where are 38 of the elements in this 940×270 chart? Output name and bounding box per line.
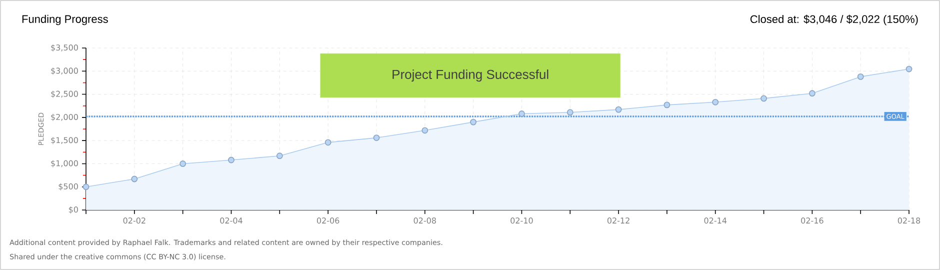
y-tick-label: $0: [68, 206, 78, 214]
x-tick-label: 02-02: [123, 218, 146, 224]
point: [566, 109, 574, 116]
point: [373, 134, 380, 141]
point: [131, 176, 138, 182]
point: [712, 98, 719, 106]
point: [664, 102, 670, 108]
x-tick-label: 02-12: [607, 218, 630, 224]
y-tick-label: $3,500: [51, 44, 78, 52]
point: [615, 106, 622, 113]
y-tick-label: $2,500: [51, 90, 78, 98]
y-tick-label: $2,000: [51, 114, 78, 122]
point: [422, 127, 428, 134]
point: [470, 118, 476, 126]
point: [808, 90, 816, 97]
x-tick-label: 02-08: [414, 218, 436, 224]
point: [857, 74, 864, 80]
point: [324, 139, 332, 146]
chart-title: Funding Progress: [22, 14, 108, 26]
point: [760, 95, 767, 102]
point: [180, 160, 186, 167]
y-tick-label: $1,000: [51, 160, 78, 168]
annotation: Project Funding Successful: [392, 69, 548, 82]
x-tick-label: 02-04: [220, 218, 242, 224]
point: [276, 152, 283, 160]
y-tick-label: $500: [58, 183, 78, 190]
point: [518, 110, 525, 117]
x-tick-label: 02-18: [898, 218, 920, 224]
x-tick-label: 02-16: [801, 218, 824, 224]
point: [82, 184, 90, 190]
x-tick-label: 02-14: [704, 218, 727, 224]
y-tick-label: $1,500: [51, 136, 78, 144]
point: [906, 66, 912, 72]
x-tick-label: 02-10: [510, 218, 533, 224]
x-tick-label: 02-06: [316, 218, 340, 224]
y-tick-label: $3,000: [51, 68, 78, 75]
point: [228, 156, 234, 164]
text: Closed at: $3,046 / $2,022 (150%): [750, 14, 918, 26]
